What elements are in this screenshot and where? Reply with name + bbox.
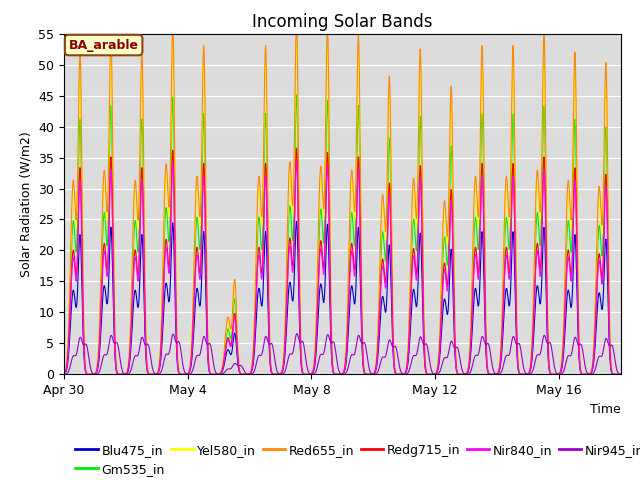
- Nir945_in: [564, 353, 572, 359]
- Gm535_in: [617, 372, 625, 377]
- Redg715_in: [292, 145, 300, 151]
- Y-axis label: Solar Radiation (W/m2): Solar Radiation (W/m2): [20, 131, 33, 277]
- Red655_in: [179, 372, 187, 377]
- Yel580_in: [617, 372, 625, 377]
- Nir945_in: [293, 331, 301, 336]
- Red655_in: [564, 178, 572, 184]
- Blu475_in: [617, 372, 625, 377]
- Blu475_in: [179, 372, 187, 377]
- Redg715_in: [179, 372, 187, 377]
- Gm535_in: [60, 371, 68, 377]
- Nir840_in: [617, 372, 625, 377]
- Nir840_in: [406, 305, 414, 311]
- Red655_in: [406, 262, 414, 268]
- Nir945_in: [397, 369, 404, 374]
- Nir945_in: [617, 372, 625, 377]
- Blu475_in: [406, 324, 414, 330]
- Nir945_in: [60, 372, 68, 377]
- Line: Nir945_in: Nir945_in: [64, 334, 621, 374]
- Gm535_in: [179, 372, 187, 377]
- Nir945_in: [216, 372, 223, 377]
- Title: Incoming Solar Bands: Incoming Solar Bands: [252, 12, 433, 31]
- Yel580_in: [216, 371, 223, 377]
- Line: Blu475_in: Blu475_in: [64, 221, 621, 374]
- Yel580_in: [60, 371, 68, 377]
- Nir840_in: [292, 158, 300, 164]
- Line: Yel580_in: Yel580_in: [64, 42, 621, 374]
- Nir840_in: [60, 371, 68, 377]
- Red655_in: [617, 372, 625, 377]
- Blu475_in: [60, 371, 68, 377]
- Redg715_in: [617, 372, 625, 377]
- Redg715_in: [216, 371, 223, 377]
- Red655_in: [617, 372, 625, 377]
- Redg715_in: [564, 247, 572, 253]
- Redg715_in: [406, 301, 414, 307]
- Red655_in: [397, 372, 404, 377]
- Nir840_in: [564, 254, 572, 260]
- Nir945_in: [406, 363, 414, 369]
- Nir840_in: [216, 371, 223, 377]
- Line: Redg715_in: Redg715_in: [64, 148, 621, 374]
- Gm535_in: [406, 285, 414, 290]
- Nir840_in: [397, 372, 404, 377]
- Yel580_in: [397, 372, 404, 377]
- Yel580_in: [179, 372, 187, 377]
- Yel580_in: [406, 268, 414, 274]
- Red655_in: [216, 371, 223, 377]
- Nir840_in: [179, 372, 187, 377]
- Legend: Blu475_in, Gm535_in, Yel580_in, Red655_in, Redg715_in, Nir840_in, Nir945_in: Blu475_in, Gm535_in, Yel580_in, Red655_i…: [70, 439, 640, 480]
- Blu475_in: [397, 372, 404, 377]
- Gm535_in: [292, 92, 300, 98]
- Nir945_in: [617, 372, 625, 377]
- Line: Nir840_in: Nir840_in: [64, 161, 621, 374]
- Nir840_in: [617, 372, 625, 377]
- Gm535_in: [617, 372, 625, 377]
- Blu475_in: [617, 372, 625, 377]
- Yel580_in: [292, 39, 300, 45]
- Gm535_in: [564, 218, 572, 224]
- Line: Gm535_in: Gm535_in: [64, 95, 621, 374]
- Nir945_in: [179, 364, 187, 370]
- Redg715_in: [397, 372, 404, 377]
- X-axis label: Time: Time: [590, 403, 621, 416]
- Blu475_in: [292, 218, 300, 224]
- Blu475_in: [216, 371, 223, 377]
- Red655_in: [292, 19, 300, 24]
- Redg715_in: [60, 371, 68, 377]
- Yel580_in: [617, 372, 625, 377]
- Yel580_in: [564, 189, 572, 195]
- Line: Red655_in: Red655_in: [64, 22, 621, 374]
- Gm535_in: [397, 372, 404, 377]
- Blu475_in: [564, 288, 572, 293]
- Text: BA_arable: BA_arable: [68, 38, 139, 51]
- Red655_in: [60, 371, 68, 376]
- Redg715_in: [617, 372, 625, 377]
- Gm535_in: [216, 371, 223, 377]
